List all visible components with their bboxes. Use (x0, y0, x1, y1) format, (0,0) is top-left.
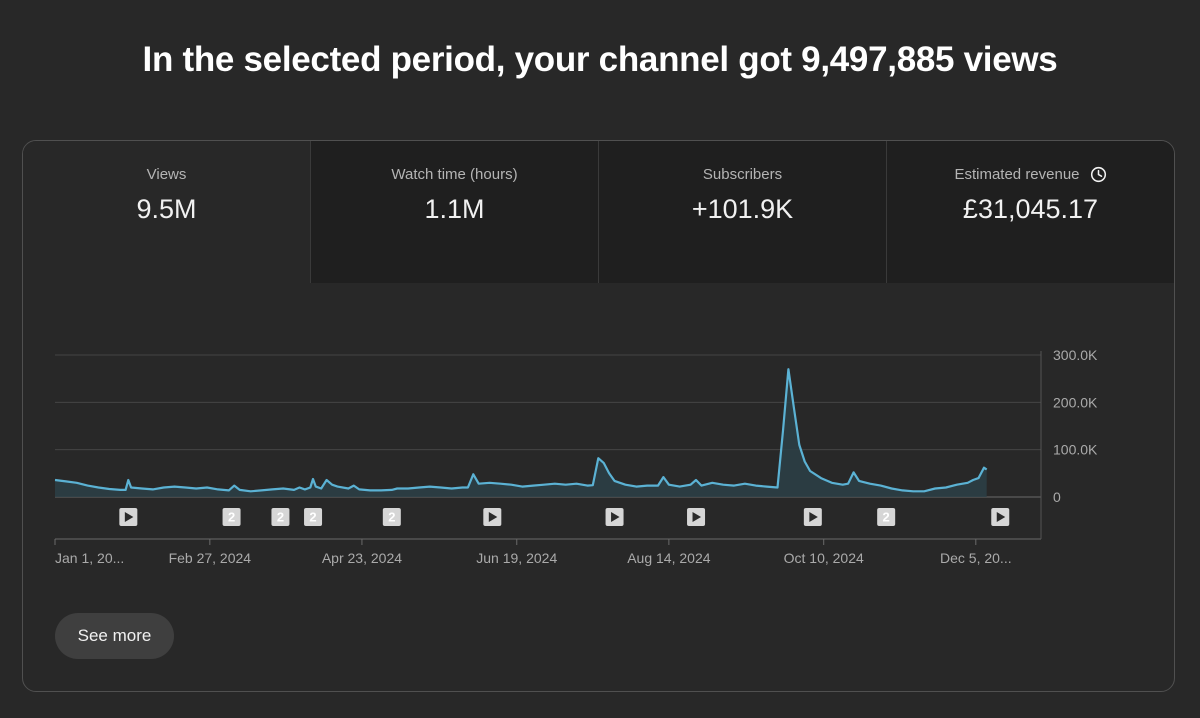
x-tick-label: Jan 1, 20... (55, 550, 124, 566)
page-headline: In the selected period, your channel got… (142, 40, 1058, 79)
tab-watch-time[interactable]: Watch time (hours) 1.1M (310, 141, 598, 283)
views-area-fill (55, 369, 987, 497)
tab-revenue-label: Estimated revenue (954, 165, 1080, 183)
see-more-button[interactable]: See more (55, 613, 174, 659)
tab-revenue-value: £31,045.17 (962, 193, 1099, 224)
y-tick-label: 300.0K (1053, 347, 1098, 363)
marker-count: 2 (228, 510, 235, 525)
video-count-marker[interactable]: 2 (382, 508, 401, 526)
marker-box (304, 508, 323, 526)
video-count-marker[interactable]: 2 (304, 508, 323, 526)
video-marker[interactable] (991, 508, 1010, 526)
video-marker[interactable] (605, 508, 624, 526)
video-marker[interactable] (119, 508, 138, 526)
x-tick-label: Apr 23, 2024 (322, 550, 402, 566)
y-tick-label: 100.0K (1053, 442, 1098, 458)
video-marker[interactable] (483, 508, 502, 526)
tab-watch-time-label: Watch time (hours) (391, 165, 518, 183)
video-count-marker[interactable]: 2 (271, 508, 290, 526)
play-icon (488, 512, 498, 522)
clock-icon[interactable] (1090, 166, 1107, 183)
marker-box (271, 508, 290, 526)
views-chart-area: 0 100.0K 200.0K 300.0K Jan 1, 20... Feb 27, 2… (23, 283, 1174, 583)
analytics-card: Views 9.5M Watch time (hours) 1.1M Subsc… (22, 140, 1175, 692)
views-chart: 0 100.0K 200.0K 300.0K Jan 1, 20... Feb 27, 2… (54, 347, 1098, 566)
video-count-marker[interactable]: 2 (877, 508, 896, 526)
tab-subscribers-value: +101.9K (691, 193, 794, 224)
x-tick-label: Feb 27, 2024 (169, 550, 252, 566)
play-icon (996, 512, 1006, 522)
video-marker[interactable] (687, 508, 706, 526)
marker-box (877, 508, 896, 526)
video-marker[interactable] (803, 508, 822, 526)
tab-estimated-revenue[interactable]: Estimated revenue £31,045.17 (886, 141, 1174, 283)
tab-views-label: Views (146, 165, 187, 183)
x-tick-label: Oct 10, 2024 (784, 550, 864, 566)
metric-tabs: Views 9.5M Watch time (hours) 1.1M Subsc… (23, 141, 1174, 283)
play-icon (809, 512, 818, 522)
marker-count: 2 (277, 510, 284, 525)
play-icon (124, 512, 134, 522)
views-line-series (54, 368, 988, 493)
tab-revenue-label-row: Estimated revenue (954, 165, 1106, 183)
x-tick-label: Dec 5, 20... (940, 550, 1012, 566)
tab-views[interactable]: Views 9.5M (23, 141, 310, 283)
x-tick-label: Jun 19, 2024 (476, 550, 557, 566)
tab-subscribers[interactable]: Subscribers +101.9K (598, 141, 886, 283)
marker-box (222, 508, 241, 526)
play-icon (611, 512, 620, 522)
y-tick-label: 0 (1053, 489, 1061, 505)
marker-count: 2 (883, 510, 890, 525)
x-tick-label: Aug 14, 2024 (627, 550, 711, 566)
tab-subscribers-label: Subscribers (702, 165, 783, 183)
marker-count: 2 (388, 510, 395, 525)
video-count-marker[interactable]: 2 (222, 508, 241, 526)
tab-watch-time-value: 1.1M (424, 193, 485, 224)
y-tick-label: 200.0K (1053, 394, 1098, 410)
play-icon (692, 512, 702, 522)
marker-box (382, 508, 401, 526)
marker-count: 2 (309, 510, 316, 525)
tab-views-value: 9.5M (136, 193, 197, 224)
